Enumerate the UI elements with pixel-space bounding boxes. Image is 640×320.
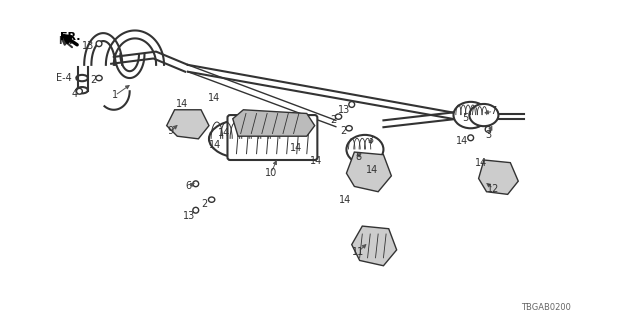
Polygon shape [479,160,518,194]
Text: 3: 3 [485,130,491,140]
Ellipse shape [454,102,488,128]
Ellipse shape [346,135,383,164]
Text: 2: 2 [202,199,208,209]
Text: 1: 1 [112,91,118,100]
Text: FR.: FR. [58,36,76,46]
Ellipse shape [209,197,215,202]
Ellipse shape [469,104,499,126]
Text: 2: 2 [330,115,337,125]
Text: 2: 2 [91,75,97,84]
Ellipse shape [209,119,283,159]
Text: 11: 11 [352,247,364,257]
Text: 14: 14 [209,140,221,150]
Polygon shape [352,226,397,266]
Text: 14: 14 [456,137,468,147]
Text: FR.: FR. [60,32,81,42]
Ellipse shape [335,114,342,119]
Text: 2: 2 [340,126,347,136]
Circle shape [193,207,198,213]
Text: E-4: E-4 [56,73,72,83]
Polygon shape [346,152,392,192]
Text: 14: 14 [339,195,351,205]
Text: 9: 9 [168,126,174,136]
Polygon shape [233,110,315,136]
Ellipse shape [346,126,352,131]
Text: 10: 10 [265,168,278,178]
Text: 14: 14 [365,164,378,174]
Text: 14: 14 [310,156,322,166]
Circle shape [468,135,474,141]
Text: 5: 5 [462,113,468,123]
Text: 4: 4 [71,89,77,99]
Circle shape [193,181,198,187]
Text: 8: 8 [355,152,361,162]
Circle shape [349,101,355,108]
Circle shape [77,88,83,94]
Text: 14: 14 [475,158,488,168]
Text: 14: 14 [218,127,230,138]
Text: TBGAB0200: TBGAB0200 [521,303,571,312]
Text: 13: 13 [83,41,95,51]
Text: 12: 12 [487,184,500,194]
Text: 6: 6 [186,181,192,191]
Text: 14: 14 [177,100,189,109]
Circle shape [96,41,102,47]
Text: 14: 14 [208,92,220,103]
Circle shape [485,126,491,132]
Text: 13: 13 [338,105,350,115]
FancyBboxPatch shape [227,115,317,160]
Text: 3: 3 [367,135,373,145]
Text: 13: 13 [183,211,195,220]
Text: 7: 7 [490,106,497,116]
Text: 14: 14 [290,143,302,153]
Polygon shape [166,110,209,139]
Ellipse shape [96,76,102,81]
